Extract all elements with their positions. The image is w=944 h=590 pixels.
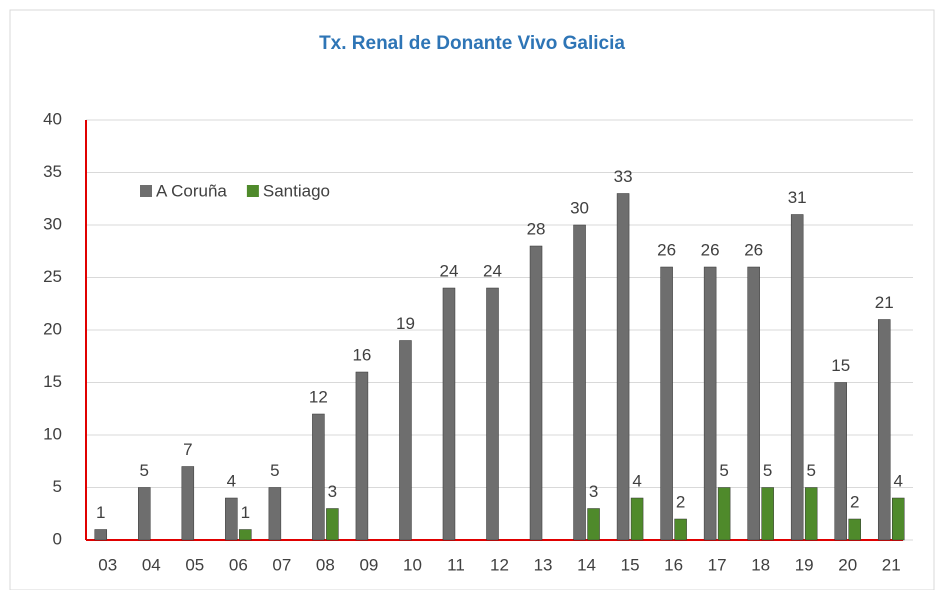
data-label: 24: [483, 261, 502, 280]
bar: [877, 319, 891, 541]
data-label: 26: [657, 240, 676, 259]
bar: [848, 518, 861, 541]
y-tick-label: 10: [43, 424, 62, 443]
bar: [573, 224, 586, 541]
data-label: 2: [676, 492, 685, 511]
bar: [326, 508, 339, 541]
x-tick-label: 11: [447, 555, 465, 574]
x-tick-label: 03: [98, 555, 117, 574]
bar: [355, 371, 369, 541]
data-label: 26: [701, 240, 720, 259]
bar: [94, 529, 108, 541]
y-tick-label: 0: [53, 529, 62, 548]
y-tick-label: 35: [43, 162, 62, 181]
data-label: 3: [328, 482, 337, 501]
bar: [239, 529, 252, 541]
y-tick-label: 30: [43, 214, 62, 233]
bar: [834, 382, 847, 541]
bar: [268, 487, 282, 541]
data-label: 3: [589, 482, 598, 501]
bar: [674, 518, 687, 541]
bar: [181, 466, 195, 541]
bar: [225, 497, 238, 541]
x-tick-label: 04: [142, 555, 161, 574]
chart-border: [9, 9, 935, 590]
x-tick-label: 18: [751, 555, 770, 574]
data-label: 7: [183, 440, 192, 459]
data-label: 5: [719, 461, 728, 480]
data-label: 4: [632, 471, 641, 490]
data-label: 19: [396, 314, 415, 333]
data-label: 28: [527, 219, 546, 238]
x-tick-label: 06: [229, 555, 248, 574]
x-tick-label: 12: [490, 555, 509, 574]
data-label: 16: [352, 345, 371, 364]
x-tick-label: 17: [708, 555, 727, 574]
bar: [761, 487, 774, 541]
chart-title: Tx. Renal de Donante Vivo Galicia: [319, 33, 625, 54]
data-label: 1: [241, 503, 250, 522]
data-label: 5: [140, 461, 149, 480]
bar: [804, 487, 818, 541]
y-tick-label: 15: [43, 372, 62, 391]
bar: [891, 497, 905, 541]
x-tick-label: 07: [272, 555, 291, 574]
bar: [312, 413, 325, 541]
bar: [529, 245, 543, 541]
x-tick-label: 21: [882, 555, 901, 574]
data-label: 1: [96, 503, 105, 522]
y-tick-label: 5: [53, 477, 62, 496]
data-label: 30: [570, 198, 589, 217]
x-tick-label: 13: [534, 555, 553, 574]
data-label: 21: [875, 293, 894, 312]
data-label: 15: [831, 356, 850, 375]
x-tick-label: 05: [185, 555, 204, 574]
bar: [660, 266, 673, 541]
bar: [587, 508, 600, 541]
data-label: 26: [744, 240, 763, 259]
y-tick-label: 25: [43, 267, 62, 286]
bar: [442, 287, 456, 541]
bar: [486, 287, 499, 541]
y-tick-label: 40: [43, 109, 62, 128]
bar: [717, 487, 731, 541]
bar: [138, 487, 151, 541]
bar: [630, 497, 644, 541]
x-tick-label: 14: [577, 555, 596, 574]
legend-swatch: [140, 185, 152, 197]
data-label: 5: [806, 461, 815, 480]
x-tick-label: 16: [664, 555, 683, 574]
x-tick-label: 08: [316, 555, 335, 574]
bar: [703, 266, 717, 541]
data-label: 5: [763, 461, 772, 480]
data-label: 4: [227, 471, 236, 490]
data-label: 24: [440, 261, 459, 280]
data-label: 31: [788, 188, 807, 207]
data-label: 2: [850, 492, 859, 511]
x-tick-label: 19: [795, 555, 814, 574]
bar: [399, 340, 412, 541]
data-label: 5: [270, 461, 279, 480]
legend-label: A Coruña: [156, 181, 227, 200]
x-tick-label: 20: [838, 555, 857, 574]
bar: [616, 193, 630, 541]
legend-swatch: [246, 185, 259, 197]
bar: [790, 214, 804, 541]
x-tick-label: 15: [621, 555, 640, 574]
legend-label: Santiago: [263, 181, 330, 200]
bar: [747, 266, 760, 541]
y-tick-label: 20: [43, 319, 62, 338]
data-label: 4: [894, 471, 903, 490]
data-label: 12: [309, 387, 328, 406]
data-label: 33: [614, 167, 633, 186]
x-tick-label: 09: [359, 555, 378, 574]
x-tick-label: 10: [403, 555, 422, 574]
